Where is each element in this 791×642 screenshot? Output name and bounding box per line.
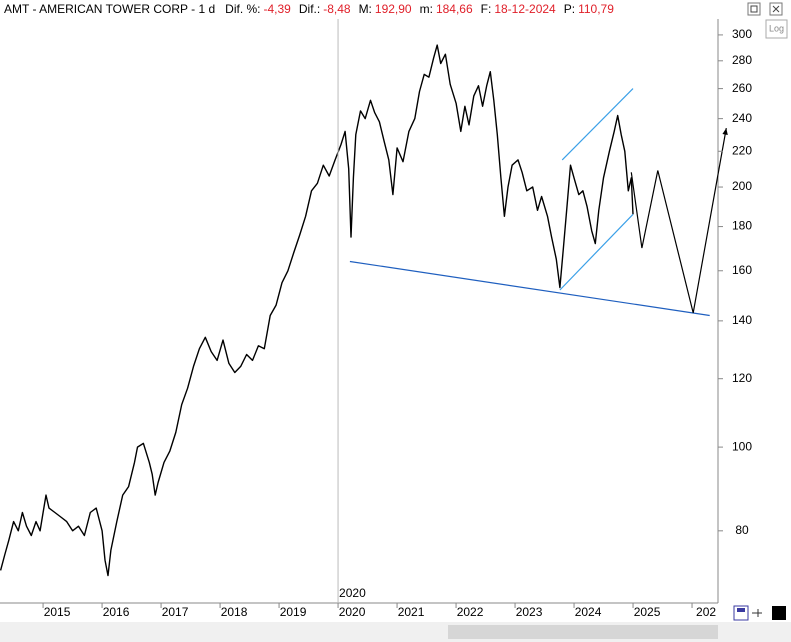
stat-value: 184,66 bbox=[436, 2, 473, 16]
arrow-head bbox=[722, 128, 728, 135]
stat-label: m: bbox=[420, 2, 433, 16]
y-tick-label: 100 bbox=[732, 439, 752, 453]
stat-value: -8,48 bbox=[323, 2, 351, 16]
marker-label: 2020 bbox=[339, 586, 366, 600]
scrollbar-thumb[interactable] bbox=[448, 625, 718, 639]
color-button[interactable] bbox=[772, 606, 786, 620]
y-tick-label: 140 bbox=[732, 313, 752, 327]
stat-label: Dif.: bbox=[299, 2, 320, 16]
pin-button[interactable] bbox=[752, 609, 762, 617]
y-tick-label: 120 bbox=[732, 371, 752, 385]
chart-title: AMT - AMERICAN TOWER CORP - 1 d bbox=[4, 2, 215, 16]
x-tick-label: 2018 bbox=[221, 605, 248, 619]
restore-icon bbox=[750, 5, 758, 13]
trend-drawing bbox=[561, 88, 634, 161]
x-tick-label: 2020 bbox=[339, 605, 366, 619]
y-tick-label: 240 bbox=[732, 111, 752, 125]
header-bar bbox=[0, 0, 791, 19]
x-tick-label: 2022 bbox=[457, 605, 484, 619]
trend-drawing bbox=[559, 213, 634, 291]
trend-drawing bbox=[349, 260, 710, 317]
x-tick-label: 2015 bbox=[44, 605, 71, 619]
y-tick-label: 80 bbox=[735, 523, 749, 537]
close-icon bbox=[772, 5, 780, 13]
log-button-label: Log bbox=[769, 23, 784, 33]
x-tick-label: 2019 bbox=[280, 605, 307, 619]
trend-drawing bbox=[630, 127, 727, 314]
y-tick-label: 300 bbox=[732, 27, 752, 41]
y-tick-label: 180 bbox=[732, 219, 752, 233]
stat-value: -4,39 bbox=[264, 2, 292, 16]
y-tick-label: 160 bbox=[732, 263, 752, 277]
stat-label: Dif. %: bbox=[225, 2, 260, 16]
x-tick-label: 2016 bbox=[103, 605, 130, 619]
x-tick-label: 2023 bbox=[516, 605, 543, 619]
price-line bbox=[0, 44, 634, 577]
y-tick-label: 260 bbox=[732, 81, 752, 95]
x-tick-label: 202 bbox=[696, 605, 716, 619]
save-icon bbox=[737, 608, 745, 612]
x-tick-label: 2025 bbox=[634, 605, 661, 619]
stat-label: M: bbox=[359, 2, 372, 16]
x-tick-label: 2021 bbox=[398, 605, 425, 619]
stat-value: 110,79 bbox=[578, 2, 614, 16]
y-tick-label: 220 bbox=[732, 143, 752, 157]
stat-value: 18-12-2024 bbox=[494, 2, 556, 16]
y-tick-label: 200 bbox=[732, 179, 752, 193]
plot-area bbox=[0, 44, 728, 577]
log-button[interactable] bbox=[765, 19, 788, 39]
stat-label: F: bbox=[481, 2, 492, 16]
stat-label: P: bbox=[564, 2, 575, 16]
x-tick-label: 2024 bbox=[575, 605, 602, 619]
y-tick-label: 280 bbox=[732, 53, 752, 67]
stat-value: 192,90 bbox=[375, 2, 412, 16]
stats: Dif. %: -4,39 Dif.: -8,48 M: 192,90 m: 184,66 F:… bbox=[225, 2, 614, 16]
x-tick-label: 2017 bbox=[162, 605, 189, 619]
restore-button[interactable] bbox=[747, 2, 761, 16]
